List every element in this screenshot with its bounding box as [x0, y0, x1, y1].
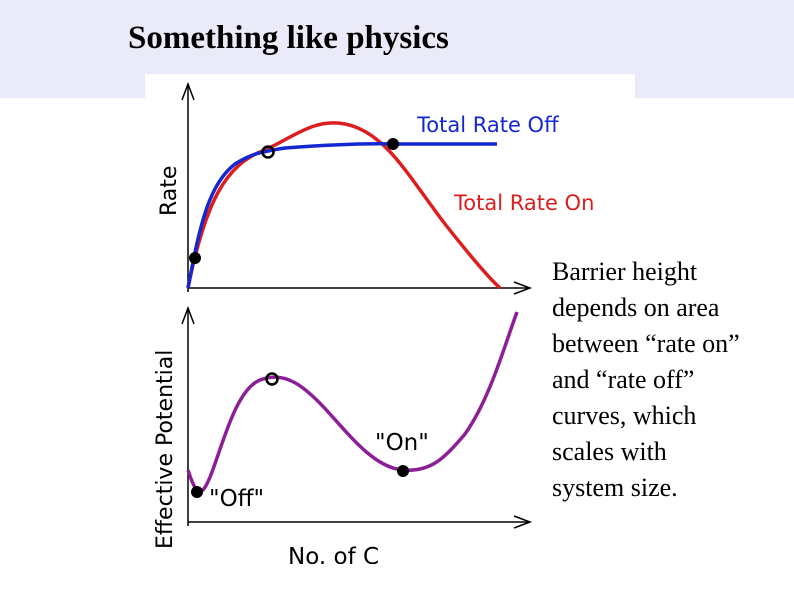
effective-potential-curve — [186, 311, 519, 493]
caption-line: depends on area — [552, 293, 720, 322]
total-rate-on-label: Total Rate On — [453, 191, 594, 215]
on-state-label: "On" — [375, 430, 429, 456]
on-state-point — [397, 465, 409, 477]
off-state-point — [191, 486, 203, 498]
barrier-top-point — [265, 372, 279, 386]
caption-line: between “rate on” — [552, 329, 740, 358]
top-x-axis-arrow — [513, 281, 533, 295]
caption-line: curves, which — [552, 401, 697, 430]
caption-line: scales with — [552, 437, 667, 466]
rate-potential-diagram: Rate Total Rate Off Total Rate On Effect… — [153, 81, 594, 564]
top-stable-point-low — [189, 252, 201, 264]
physics-figure: Rate Total Rate Off Total Rate On Effect… — [145, 74, 635, 564]
top-y-axis-arrow — [181, 81, 195, 101]
bottom-x-axis-arrow — [513, 515, 533, 529]
top-unstable-point — [261, 145, 275, 159]
slide-title: Something like physics — [128, 20, 449, 56]
no-of-c-axis-label: No. of C — [288, 544, 379, 564]
caption-line: system size. — [552, 473, 678, 502]
off-state-label: "Off" — [209, 486, 264, 512]
total-rate-on-curve — [186, 121, 502, 290]
rate-axis-label: Rate — [157, 166, 182, 216]
top-stable-point-high — [387, 138, 399, 150]
barrier-height-caption: Barrier height depends on area between “… — [552, 254, 792, 506]
caption-line: Barrier height — [552, 257, 698, 286]
effective-potential-axis-label: Effective Potential — [153, 350, 178, 549]
total-rate-off-curve — [186, 141, 497, 289]
bottom-y-axis-arrow — [181, 305, 195, 325]
total-rate-off-label: Total Rate Off — [416, 113, 559, 137]
caption-line: and “rate off” — [552, 365, 695, 394]
